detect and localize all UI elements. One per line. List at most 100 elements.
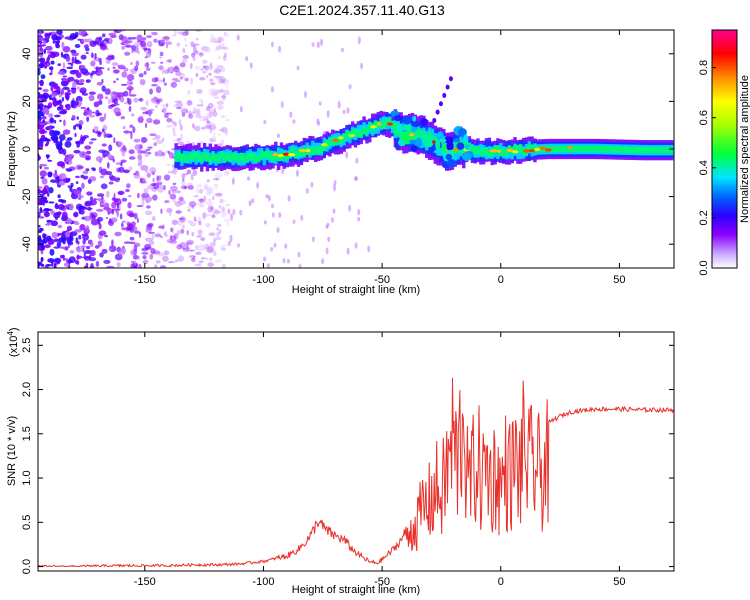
heatmap-signal-cell — [214, 154, 218, 162]
heatmap-noise-cell — [106, 265, 115, 268]
heatmap-noise-cell — [73, 211, 79, 218]
heatmap-noise-cell — [66, 137, 73, 141]
heatmap-noise-cell — [216, 89, 225, 94]
heatmap-noise-cell — [172, 182, 177, 186]
heatmap-noise-cell — [165, 41, 173, 46]
heatmap-signal-cell — [570, 145, 574, 153]
spectrogram-y-label: Frequency (Hz) — [6, 111, 18, 187]
heatmap-noise-cell — [38, 128, 46, 135]
heatmap-noise-cell — [210, 138, 214, 143]
heatmap-noise-cell — [101, 248, 108, 254]
heatmap-noise-cell — [211, 89, 220, 95]
heatmap-signal-cell — [479, 149, 483, 157]
heatmap-noise-cell — [49, 51, 56, 59]
heatmap-signal-cell — [550, 145, 554, 153]
heatmap-noise-cell — [59, 173, 67, 180]
heatmap-noise-cell — [133, 260, 137, 266]
heatmap-noise-cell — [111, 201, 117, 209]
heatmap-noise-cell — [94, 52, 97, 60]
heatmap-noise-cell — [148, 240, 155, 246]
heatmap-noise-cell — [169, 235, 172, 241]
heatmap-signal-cell — [200, 154, 204, 163]
heatmap-signal-cell — [644, 146, 648, 154]
heatmap-noise-cell — [182, 178, 185, 182]
heatmap-signal-cell — [553, 145, 557, 153]
heatmap-noise-cell — [166, 117, 173, 123]
heatmap-signal-cell — [647, 146, 651, 154]
heatmap-signal-cell — [482, 147, 486, 156]
heatmap-noise-cell — [42, 94, 47, 99]
heatmap-noise-cell — [71, 100, 79, 106]
heatmap-noise-cell — [49, 72, 53, 76]
heatmap-noise-cell — [111, 208, 115, 215]
heatmap-noise-cell — [84, 44, 89, 49]
heatmap-noise-cell — [129, 124, 134, 128]
spectrogram-y-ticks: -40 -20 0 20 40 — [21, 48, 674, 252]
heatmap-noise-cell — [128, 166, 133, 171]
heatmap-scatter-cell — [457, 128, 467, 137]
heatmap-noise-cell — [154, 151, 158, 157]
snr-x-tick-label: -50 — [374, 576, 390, 588]
heatmap-noise-cell — [79, 209, 85, 215]
heatmap-noise-cell — [132, 126, 136, 134]
heatmap-noise-cell — [90, 212, 94, 217]
heatmap-noise-cell — [88, 94, 95, 102]
heatmap-noise-cell — [227, 240, 231, 247]
heatmap-noise-cell — [200, 237, 206, 242]
heatmap-noise-cell — [38, 67, 41, 71]
heatmap-noise-cell — [66, 218, 73, 225]
heatmap-noise-cell — [270, 86, 274, 93]
heatmap-noise-cell — [220, 95, 226, 98]
heatmap-noise-cell — [89, 249, 96, 257]
heatmap-noise-cell — [284, 243, 288, 249]
heatmap-noise-cell — [70, 182, 74, 188]
heatmap-noise-cell — [166, 163, 171, 166]
heatmap-noise-cell — [39, 79, 44, 87]
heatmap-noise-cell — [42, 88, 49, 93]
heatmap-noise-cell — [219, 76, 223, 81]
heatmap-scatter-cell — [397, 139, 407, 147]
heatmap-scatter-cell — [438, 101, 443, 107]
heatmap-peak-cell — [387, 122, 393, 126]
heatmap-noise-cell — [81, 182, 85, 189]
heatmap-noise-cell — [68, 256, 76, 264]
heatmap-noise-cell — [190, 41, 195, 48]
heatmap-noise-cell — [76, 254, 80, 261]
heatmap-noise-cell — [116, 78, 119, 81]
heatmap-noise-cell — [172, 126, 176, 134]
heatmap-noise-cell — [217, 56, 222, 59]
heatmap-noise-cell — [191, 142, 196, 147]
heatmap-noise-cell — [292, 119, 296, 124]
heatmap-scatter-cell — [420, 118, 429, 126]
heatmap-noise-cell — [213, 208, 219, 214]
heatmap-signal-cell — [444, 142, 449, 155]
heatmap-noise-cell — [153, 142, 158, 147]
heatmap-signal-cell — [610, 146, 614, 153]
heatmap-noise-cell — [39, 207, 43, 214]
heatmap-signal-cell — [265, 150, 269, 158]
heatmap-noise-cell — [179, 76, 183, 80]
heatmap-scatter-cell — [462, 152, 472, 162]
heatmap-noise-cell — [62, 129, 71, 135]
heatmap-noise-cell — [71, 56, 75, 64]
heatmap-noise-cell — [152, 177, 155, 183]
heatmap-noise-cell — [84, 202, 90, 207]
heatmap-noise-cell — [52, 83, 58, 88]
heatmap-noise-cell — [214, 66, 219, 70]
heatmap-noise-cell — [182, 247, 191, 251]
heatmap-scatter-cell — [452, 138, 461, 143]
heatmap-noise-cell — [203, 116, 210, 119]
heatmap-signal-cell — [276, 147, 281, 160]
heatmap-noise-cell — [216, 67, 222, 74]
heatmap-noise-cell — [196, 187, 199, 195]
heatmap-noise-cell — [80, 174, 85, 179]
heatmap-noise-cell — [117, 249, 126, 256]
heatmap-noise-cell — [222, 78, 229, 85]
heatmap-signal-cell — [499, 148, 503, 157]
heatmap-noise-cell — [181, 31, 189, 37]
heatmap-noise-cell — [191, 205, 195, 209]
heatmap-noise-cell — [187, 90, 191, 95]
heatmap-noise-cell — [193, 195, 199, 198]
heatmap-noise-cell — [108, 98, 111, 105]
heatmap-noise-cell — [263, 220, 267, 225]
